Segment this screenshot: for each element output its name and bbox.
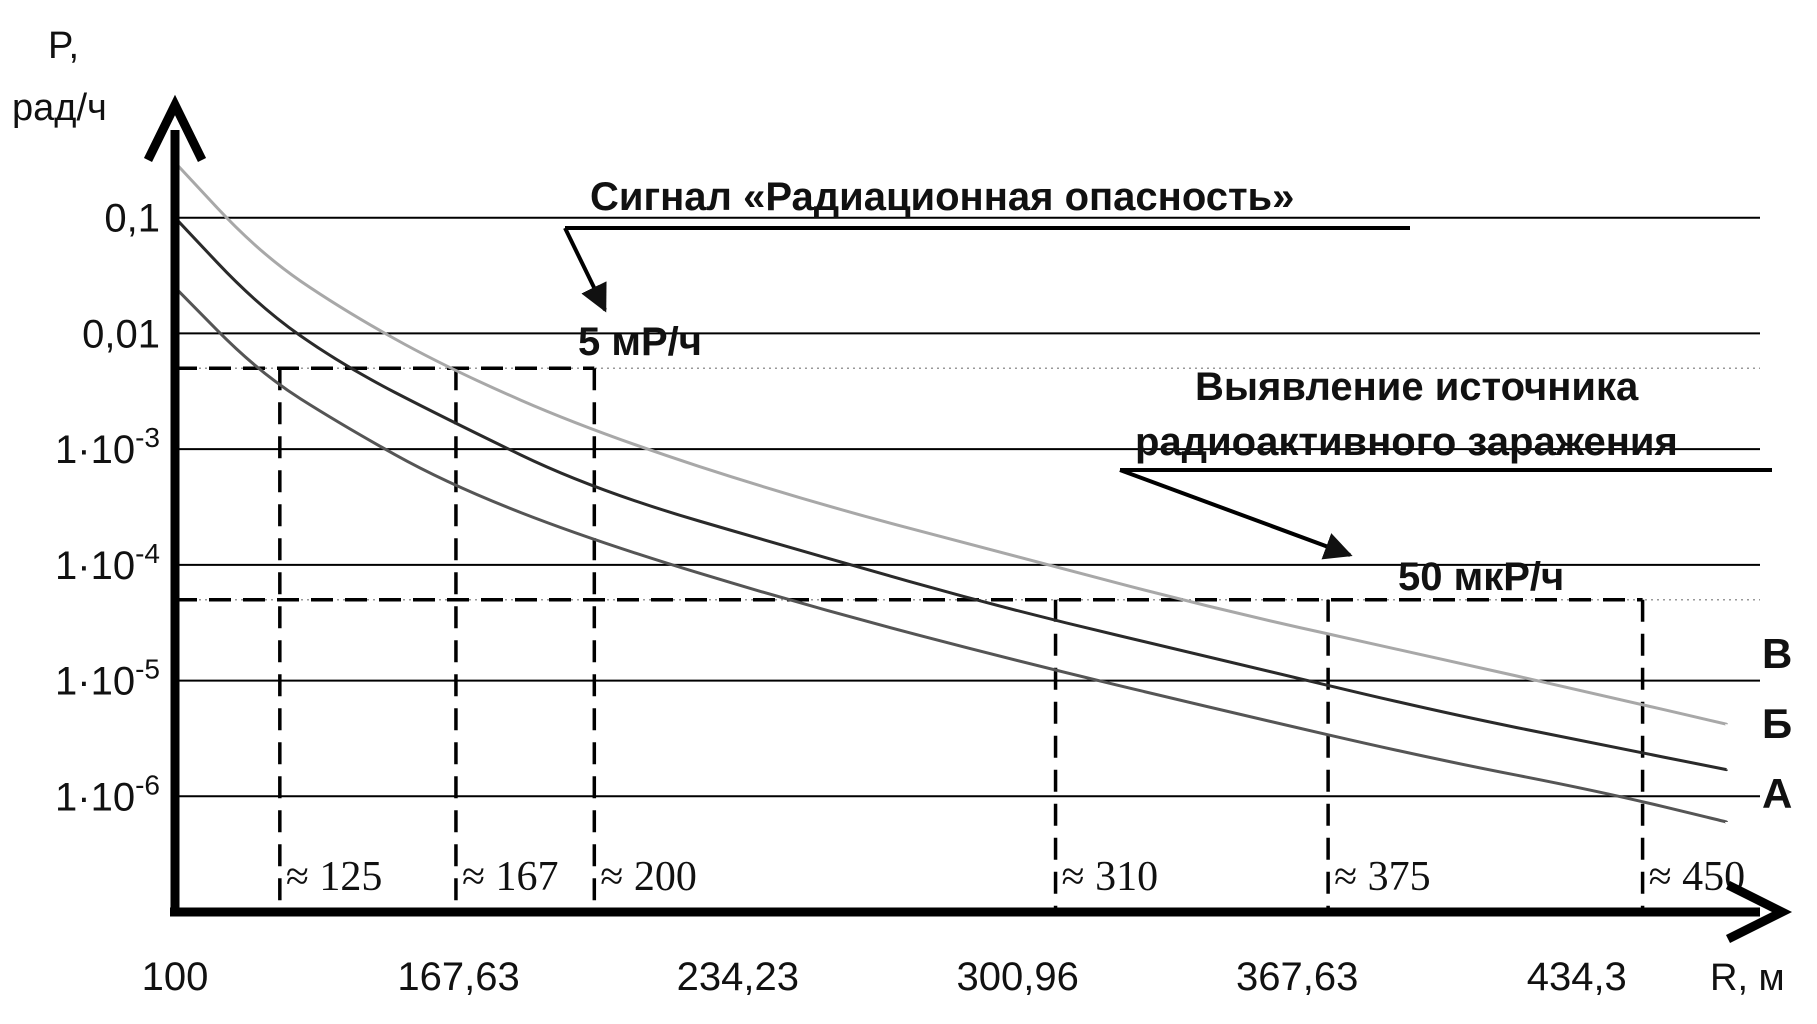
y-tick-label: 1·10-5 [55, 654, 160, 704]
threshold-markers: ≈ 125 ≈ 167 ≈ 200 ≈ 310 ≈ 375 ≈ 450 [175, 366, 1746, 912]
y-tick-label: 1·10-4 [55, 538, 160, 588]
threshold-marker-label: ≈ 167 [462, 854, 559, 900]
y-axis-title-line2: рад/ч [12, 87, 107, 129]
threshold-marker-label: ≈ 125 [286, 854, 383, 900]
annotation-radiation-signal-arrow [563, 227, 607, 313]
curve-label: А [1762, 770, 1792, 817]
annotation-source-detection-line2: радиоактивного заражения [1135, 420, 1678, 464]
threshold-marker-label: ≈ 310 [1062, 854, 1159, 900]
curve-label: В [1762, 630, 1792, 677]
threshold-label-5mr: 5 мР/ч [578, 320, 702, 364]
x-tick-label: 100 [142, 955, 209, 999]
y-axis-title-line1: P, [48, 25, 79, 67]
x-tick-label: 300,96 [956, 955, 1078, 999]
x-axis-arrowhead [1725, 880, 1793, 944]
threshold-marker-label: ≈ 375 [1334, 854, 1431, 900]
x-tick-labels: 100 167,63 234,23 300,96 367,63 434,3 [142, 955, 1627, 999]
curve-label: Б [1762, 700, 1792, 747]
y-tick-label: 1·10-6 [55, 769, 160, 819]
annotation-source-detection-line1: Выявление источника [1195, 365, 1639, 409]
x-tick-label: 367,63 [1236, 955, 1358, 999]
x-tick-label: 234,23 [677, 955, 799, 999]
y-tick-label: 1·10-3 [55, 422, 160, 472]
threshold-marker-label: ≈ 450 [1649, 854, 1746, 900]
curve-Б [173, 216, 1728, 772]
threshold-marker-label: ≈ 200 [600, 854, 697, 900]
annotation-source-detection-arrow [1119, 468, 1353, 560]
curve-В [173, 161, 1727, 726]
curve-А [173, 286, 1728, 824]
decay-curves [173, 161, 1728, 824]
annotation-radiation-signal: Сигнал «Радиационная опасность» [590, 175, 1294, 219]
x-tick-label: 434,3 [1527, 955, 1627, 999]
x-tick-label: 167,63 [397, 955, 519, 999]
gridlines [175, 216, 1760, 798]
x-axis-title: R, м [1710, 957, 1785, 999]
y-tick-labels: 0,1 0,01 1·10-3 1·10-4 1·10-5 1·10-6 [55, 197, 160, 820]
threshold-label-50mkr: 50 мкР/ч [1398, 555, 1564, 599]
y-tick-label: 0,1 [104, 197, 160, 241]
y-axis-arrowhead [143, 94, 207, 162]
y-tick-label: 0,01 [82, 312, 160, 356]
curve-labels: ВБА [1762, 630, 1792, 817]
